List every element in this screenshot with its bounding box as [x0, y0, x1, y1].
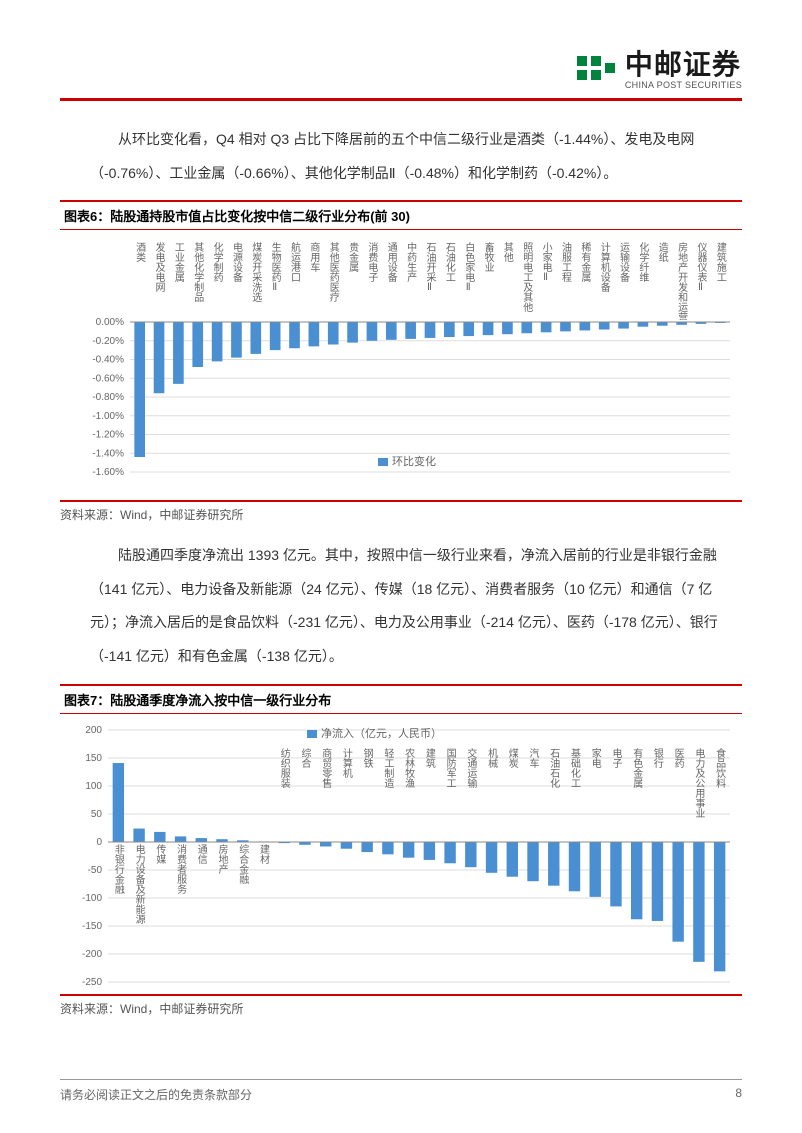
chart7-title: 图表7：陆股通季度净流入按中信一级行业分布 [60, 684, 742, 714]
chart6: 0.00% -0.20% -0.40% -0.60% -0.80% -1.00% -1.20… [60, 236, 742, 496]
header-rule [60, 98, 742, 101]
svg-text:-100: -100 [82, 893, 102, 904]
page-number: 8 [735, 1086, 742, 1103]
svg-text:200: 200 [85, 725, 102, 736]
svg-text:0: 0 [96, 837, 102, 848]
chart7: 200150100500-50-100-150-200-250非银行金融电力设备… [60, 720, 742, 990]
svg-text:-1.20%: -1.20% [92, 430, 124, 441]
svg-text:净流入（亿元，人民币）: 净流入（亿元，人民币） [321, 726, 442, 740]
svg-text:-1.60%: -1.60% [92, 467, 124, 478]
svg-text:-1.40%: -1.40% [92, 448, 124, 459]
svg-text:-1.00%: -1.00% [92, 411, 124, 422]
logo-en: CHINA POST SECURITIES [625, 81, 742, 90]
svg-text:环比变化: 环比变化 [392, 454, 436, 468]
svg-text:-250: -250 [82, 977, 102, 988]
svg-text:-200: -200 [82, 949, 102, 960]
svg-text:-150: -150 [82, 921, 102, 932]
footer-disclaimer: 请务必阅读正文之后的免责条款部分 [60, 1086, 252, 1103]
svg-text:100: 100 [85, 781, 102, 792]
footer: 请务必阅读正文之后的免责条款部分 8 [60, 1079, 742, 1103]
svg-text:-0.40%: -0.40% [92, 355, 124, 366]
header: 中邮证券 CHINA POST SECURITIES [60, 50, 742, 90]
svg-text:-50: -50 [88, 865, 103, 876]
svg-text:-0.80%: -0.80% [92, 392, 124, 403]
svg-text:50: 50 [91, 809, 103, 820]
svg-text:0.00%: 0.00% [96, 317, 124, 328]
paragraph-2: 陆股通四季度净流出 1393 亿元。其中，按照中信一级行业来看，净流入居前的行业… [90, 539, 742, 673]
svg-text:-0.60%: -0.60% [92, 373, 124, 384]
chart6-title: 图表6：陆股通持股市值占比变化按中信二级行业分布(前 30) [60, 200, 742, 230]
chart6-source: 资料来源：Wind，中邮证券研究所 [60, 500, 742, 523]
logo: 中邮证券 CHINA POST SECURITIES [575, 50, 742, 90]
logo-icon [575, 50, 619, 90]
svg-text:-0.20%: -0.20% [92, 336, 124, 347]
logo-cn: 中邮证券 [625, 51, 742, 79]
chart7-source: 资料来源：Wind，中邮证券研究所 [60, 994, 742, 1017]
paragraph-1: 从环比变化看，Q4 相对 Q3 占比下降居前的五个中信二级行业是酒类（-1.44… [90, 123, 742, 190]
svg-text:150: 150 [85, 753, 102, 764]
